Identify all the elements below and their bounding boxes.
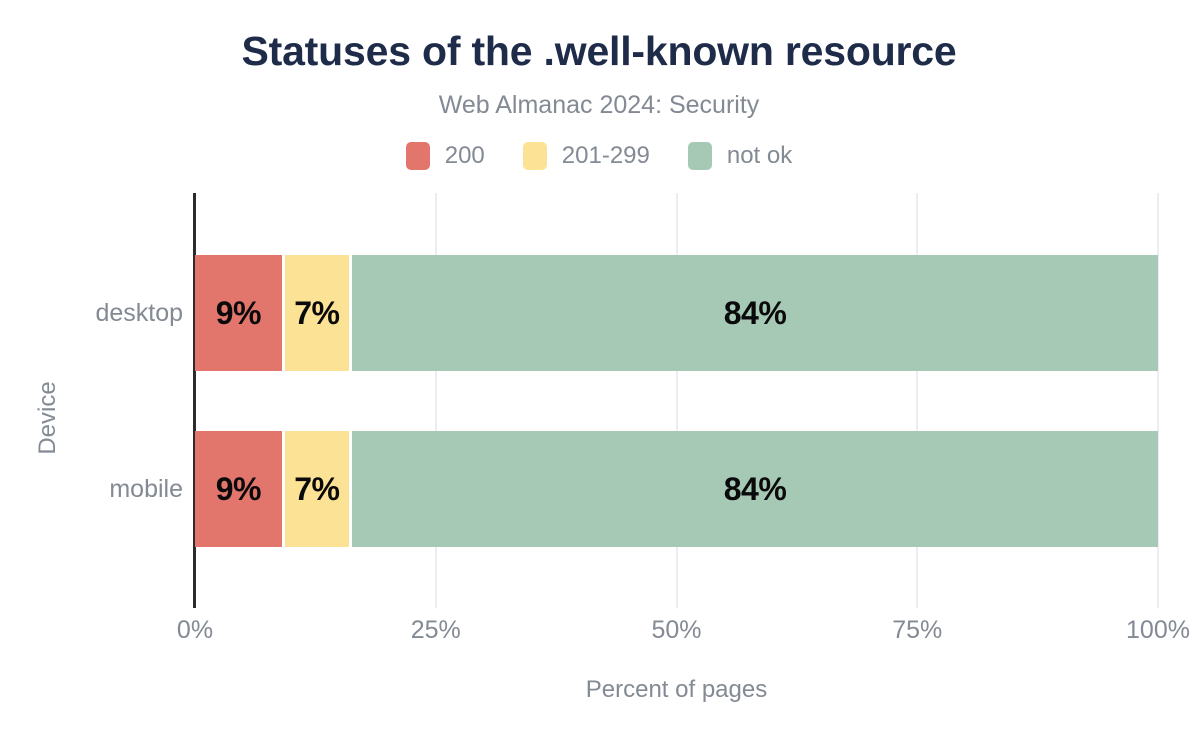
stacked-bar-mobile: 9% 7% 84% — [195, 431, 1158, 547]
bar-segment-mobile-not-ok: 84% — [349, 431, 1158, 547]
plot-area — [195, 193, 1159, 608]
legend-swatch-not-ok — [687, 142, 712, 170]
value-label: 9% — [215, 470, 262, 507]
y-axis-title: Device — [34, 381, 61, 455]
value-label: 84% — [723, 294, 787, 331]
legend-swatch-200 — [405, 142, 430, 170]
x-axis-ticks: 0% 25% 50% 75% 100% — [177, 616, 1190, 648]
bar-segment-mobile-200: 9% — [195, 431, 282, 547]
legend-item-not-ok[interactable]: not ok — [687, 142, 793, 170]
chart-title: Statuses of the .well-known resource — [241, 28, 957, 74]
x-axis-title: Percent of pages — [585, 676, 768, 703]
y-tick-label-mobile: mobile — [109, 474, 183, 503]
x-tick-label-75: 75% — [892, 616, 943, 644]
x-tick-label-25: 25% — [410, 616, 461, 644]
value-label: 7% — [294, 294, 340, 331]
bar-segment-desktop-201-299: 7% — [281, 255, 350, 371]
value-label: 84% — [723, 470, 787, 507]
legend-label: 201-299 — [561, 142, 650, 169]
legend-swatch-201-299 — [522, 142, 547, 170]
bar-segment-desktop-200: 9% — [195, 255, 282, 371]
x-tick-label-50: 50% — [651, 616, 702, 644]
value-label: 7% — [294, 470, 340, 507]
bar-segment-mobile-201-299: 7% — [281, 431, 350, 547]
bar-row-mobile: mobile 9% 7% 84% — [0, 431, 1198, 547]
legend-item-200[interactable]: 200 — [405, 142, 485, 170]
legend-label: not ok — [726, 142, 793, 169]
chart-subtitle: Web Almanac 2024: Security — [438, 91, 760, 119]
y-tick-label-desktop: desktop — [95, 298, 183, 327]
stacked-bar-desktop: 9% 7% 84% — [195, 255, 1158, 371]
legend-label: 200 — [444, 142, 485, 169]
value-label: 9% — [215, 294, 262, 331]
y-axis-line — [193, 193, 196, 608]
x-tick-label-100: 100% — [1126, 616, 1190, 644]
bar-segment-desktop-not-ok: 84% — [349, 255, 1158, 371]
legend-item-201-299[interactable]: 201-299 — [522, 142, 650, 170]
x-tick-label-0: 0% — [176, 616, 214, 644]
legend: 200 201-299 not ok — [0, 140, 1198, 172]
gridline-25 — [434, 193, 437, 608]
gridline-100 — [1157, 193, 1159, 608]
gridline-75 — [916, 193, 919, 608]
bar-row-desktop: desktop 9% 7% 84% — [0, 255, 1198, 371]
gridline-50 — [675, 193, 678, 608]
